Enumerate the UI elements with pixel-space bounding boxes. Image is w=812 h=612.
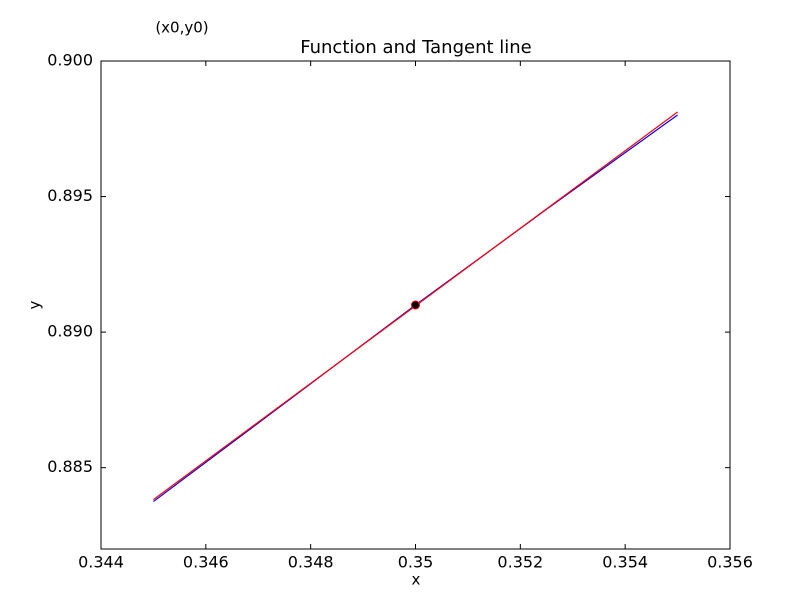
y-tick-label: 0.895 [47, 186, 93, 205]
x-axis-label: x [412, 571, 421, 589]
point [411, 300, 420, 310]
x-tick-label: 0.348 [288, 553, 334, 572]
x-tick-label: 0.356 [707, 553, 753, 572]
y-axis-label: y [26, 300, 44, 309]
annotation: (x0,y0) [155, 19, 208, 37]
y-tick-label: 0.890 [47, 322, 93, 341]
chart-title: Function and Tangent line [300, 37, 532, 58]
x-tick-label: 0.35 [398, 553, 434, 572]
x-tick-label: 0.352 [497, 553, 543, 572]
y-tick-label: 0.885 [47, 457, 93, 476]
y-tick-label: 0.900 [47, 51, 93, 70]
x-tick-label: 0.354 [602, 553, 648, 572]
x-tick-label: 0.346 [183, 553, 229, 572]
x-tick-label: 0.344 [78, 553, 124, 572]
